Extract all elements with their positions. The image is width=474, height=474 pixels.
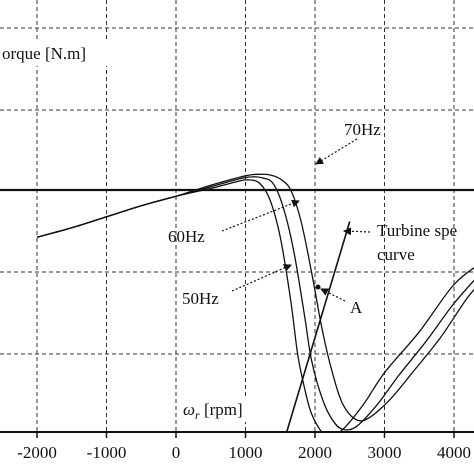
- x-tick-label: 4000: [437, 443, 471, 462]
- annotation-label: 50Hz: [182, 289, 219, 308]
- x-tick-label: 2000: [298, 443, 332, 462]
- annotation-arrow: [320, 288, 346, 302]
- x-axis-symbol: ω: [183, 400, 195, 419]
- series-turbine-speed-curve: [285, 221, 351, 432]
- annotation-arrow: [343, 227, 371, 236]
- x-tick-label: 0: [172, 443, 181, 462]
- operating-point-marker: [315, 284, 321, 290]
- x-axis-subscript: r: [195, 408, 200, 422]
- xlabel-bg: [180, 396, 270, 422]
- series-layer: [36, 173, 474, 432]
- annotation-label: 70Hz: [344, 120, 381, 139]
- x-tick-label: -1000: [87, 443, 127, 462]
- annotation-label: Turbine spe: [377, 221, 457, 240]
- x-tick-label: 1000: [229, 443, 263, 462]
- annotation-arrow: [221, 199, 300, 232]
- grid: [0, 0, 474, 432]
- ylabel-bg: [0, 40, 114, 66]
- frame: [0, 188, 474, 433]
- annotation-label: A: [350, 298, 363, 317]
- annotations: 70Hz 60Hz 50Hz Turbine spe curve A: [168, 120, 457, 317]
- x-tick-label: 3000: [368, 443, 402, 462]
- annotation-label: 60Hz: [168, 227, 205, 246]
- x-axis-label: ωr [rpm]: [183, 400, 243, 422]
- annotation-arrow: [315, 138, 358, 165]
- x-ticks: -2000 -1000 0 1000 2000 3000 4000: [17, 432, 471, 462]
- x-axis-unit: [rpm]: [200, 400, 243, 419]
- series-60hz: [36, 176, 474, 431]
- series-70hz: [36, 173, 474, 422]
- annotation-label: curve: [377, 245, 415, 264]
- x-tick-label: -2000: [17, 443, 57, 462]
- y-axis-label: orque [N.m]: [2, 44, 86, 63]
- annotation-arrow: [231, 264, 292, 292]
